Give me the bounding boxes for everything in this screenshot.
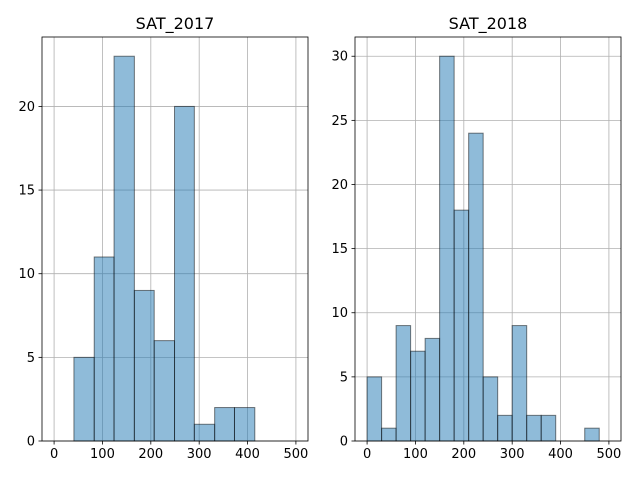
histogram-bar xyxy=(73,356,95,442)
x-tick-label: 200 xyxy=(451,447,476,462)
histogram-bar xyxy=(174,105,195,442)
histogram-bar xyxy=(381,427,397,442)
x-tick-label: 0 xyxy=(50,447,58,462)
histogram-bar xyxy=(424,337,441,442)
x-tick-label: 500 xyxy=(283,447,308,462)
histogram-bar xyxy=(540,414,557,442)
histogram-bar xyxy=(497,414,513,442)
y-tick-label: 20 xyxy=(331,178,348,193)
x-tick-label: 400 xyxy=(235,447,260,462)
axes-frame xyxy=(354,36,622,442)
histogram-bar xyxy=(526,414,542,442)
y-tick-label: 0 xyxy=(340,435,348,450)
x-tick-label: 300 xyxy=(187,447,212,462)
histogram-panel-sat-2017: 0 100 200 300 400 500 0 5 10 15 20 SAT_2017 xyxy=(18,14,309,462)
x-tick-label: 400 xyxy=(548,447,573,462)
y-tick-label: 0 xyxy=(27,435,35,450)
histogram-bar xyxy=(193,423,216,442)
histogram-panel-sat-2018: 0 100 200 300 400 500 0 5 10 15 20 25 30 SAT_2018 xyxy=(331,14,622,462)
chart-title: SAT_2017 xyxy=(136,14,215,34)
histogram-bar xyxy=(366,376,383,442)
y-tick-label: 25 xyxy=(331,114,348,129)
y-tick-label: 5 xyxy=(340,370,348,385)
y-tick-label: 10 xyxy=(331,306,348,321)
y-tick-label: 15 xyxy=(331,242,348,257)
y-tick-label: 15 xyxy=(18,184,35,199)
x-tick-label: 100 xyxy=(90,447,115,462)
histogram-bar xyxy=(410,350,426,442)
histogram-bar xyxy=(113,55,135,442)
histogram-bar xyxy=(584,427,600,442)
x-tick-label: 300 xyxy=(500,447,525,462)
histogram-bar xyxy=(153,340,176,442)
x-tick-label: 0 xyxy=(363,447,371,462)
x-tick-label: 500 xyxy=(596,447,621,462)
histogram-bar xyxy=(395,325,412,442)
y-tick-label: 10 xyxy=(18,267,35,282)
x-tick-label: 200 xyxy=(138,447,163,462)
histogram-bar xyxy=(133,289,155,442)
histogram-bar xyxy=(233,407,256,442)
histogram-bar xyxy=(482,376,499,442)
histogram-bar xyxy=(214,407,235,442)
histogram-bar xyxy=(439,55,455,442)
y-tick-label: 5 xyxy=(27,351,35,366)
y-tick-label: 30 xyxy=(331,50,348,65)
axes-frame xyxy=(41,36,309,442)
y-tick-label: 20 xyxy=(18,100,35,115)
chart-title: SAT_2018 xyxy=(449,14,528,34)
histogram-bar xyxy=(468,132,484,442)
histogram-bar xyxy=(93,256,115,442)
x-tick-label: 100 xyxy=(403,447,428,462)
histogram-bar xyxy=(453,209,470,442)
histogram-bar xyxy=(511,325,528,442)
